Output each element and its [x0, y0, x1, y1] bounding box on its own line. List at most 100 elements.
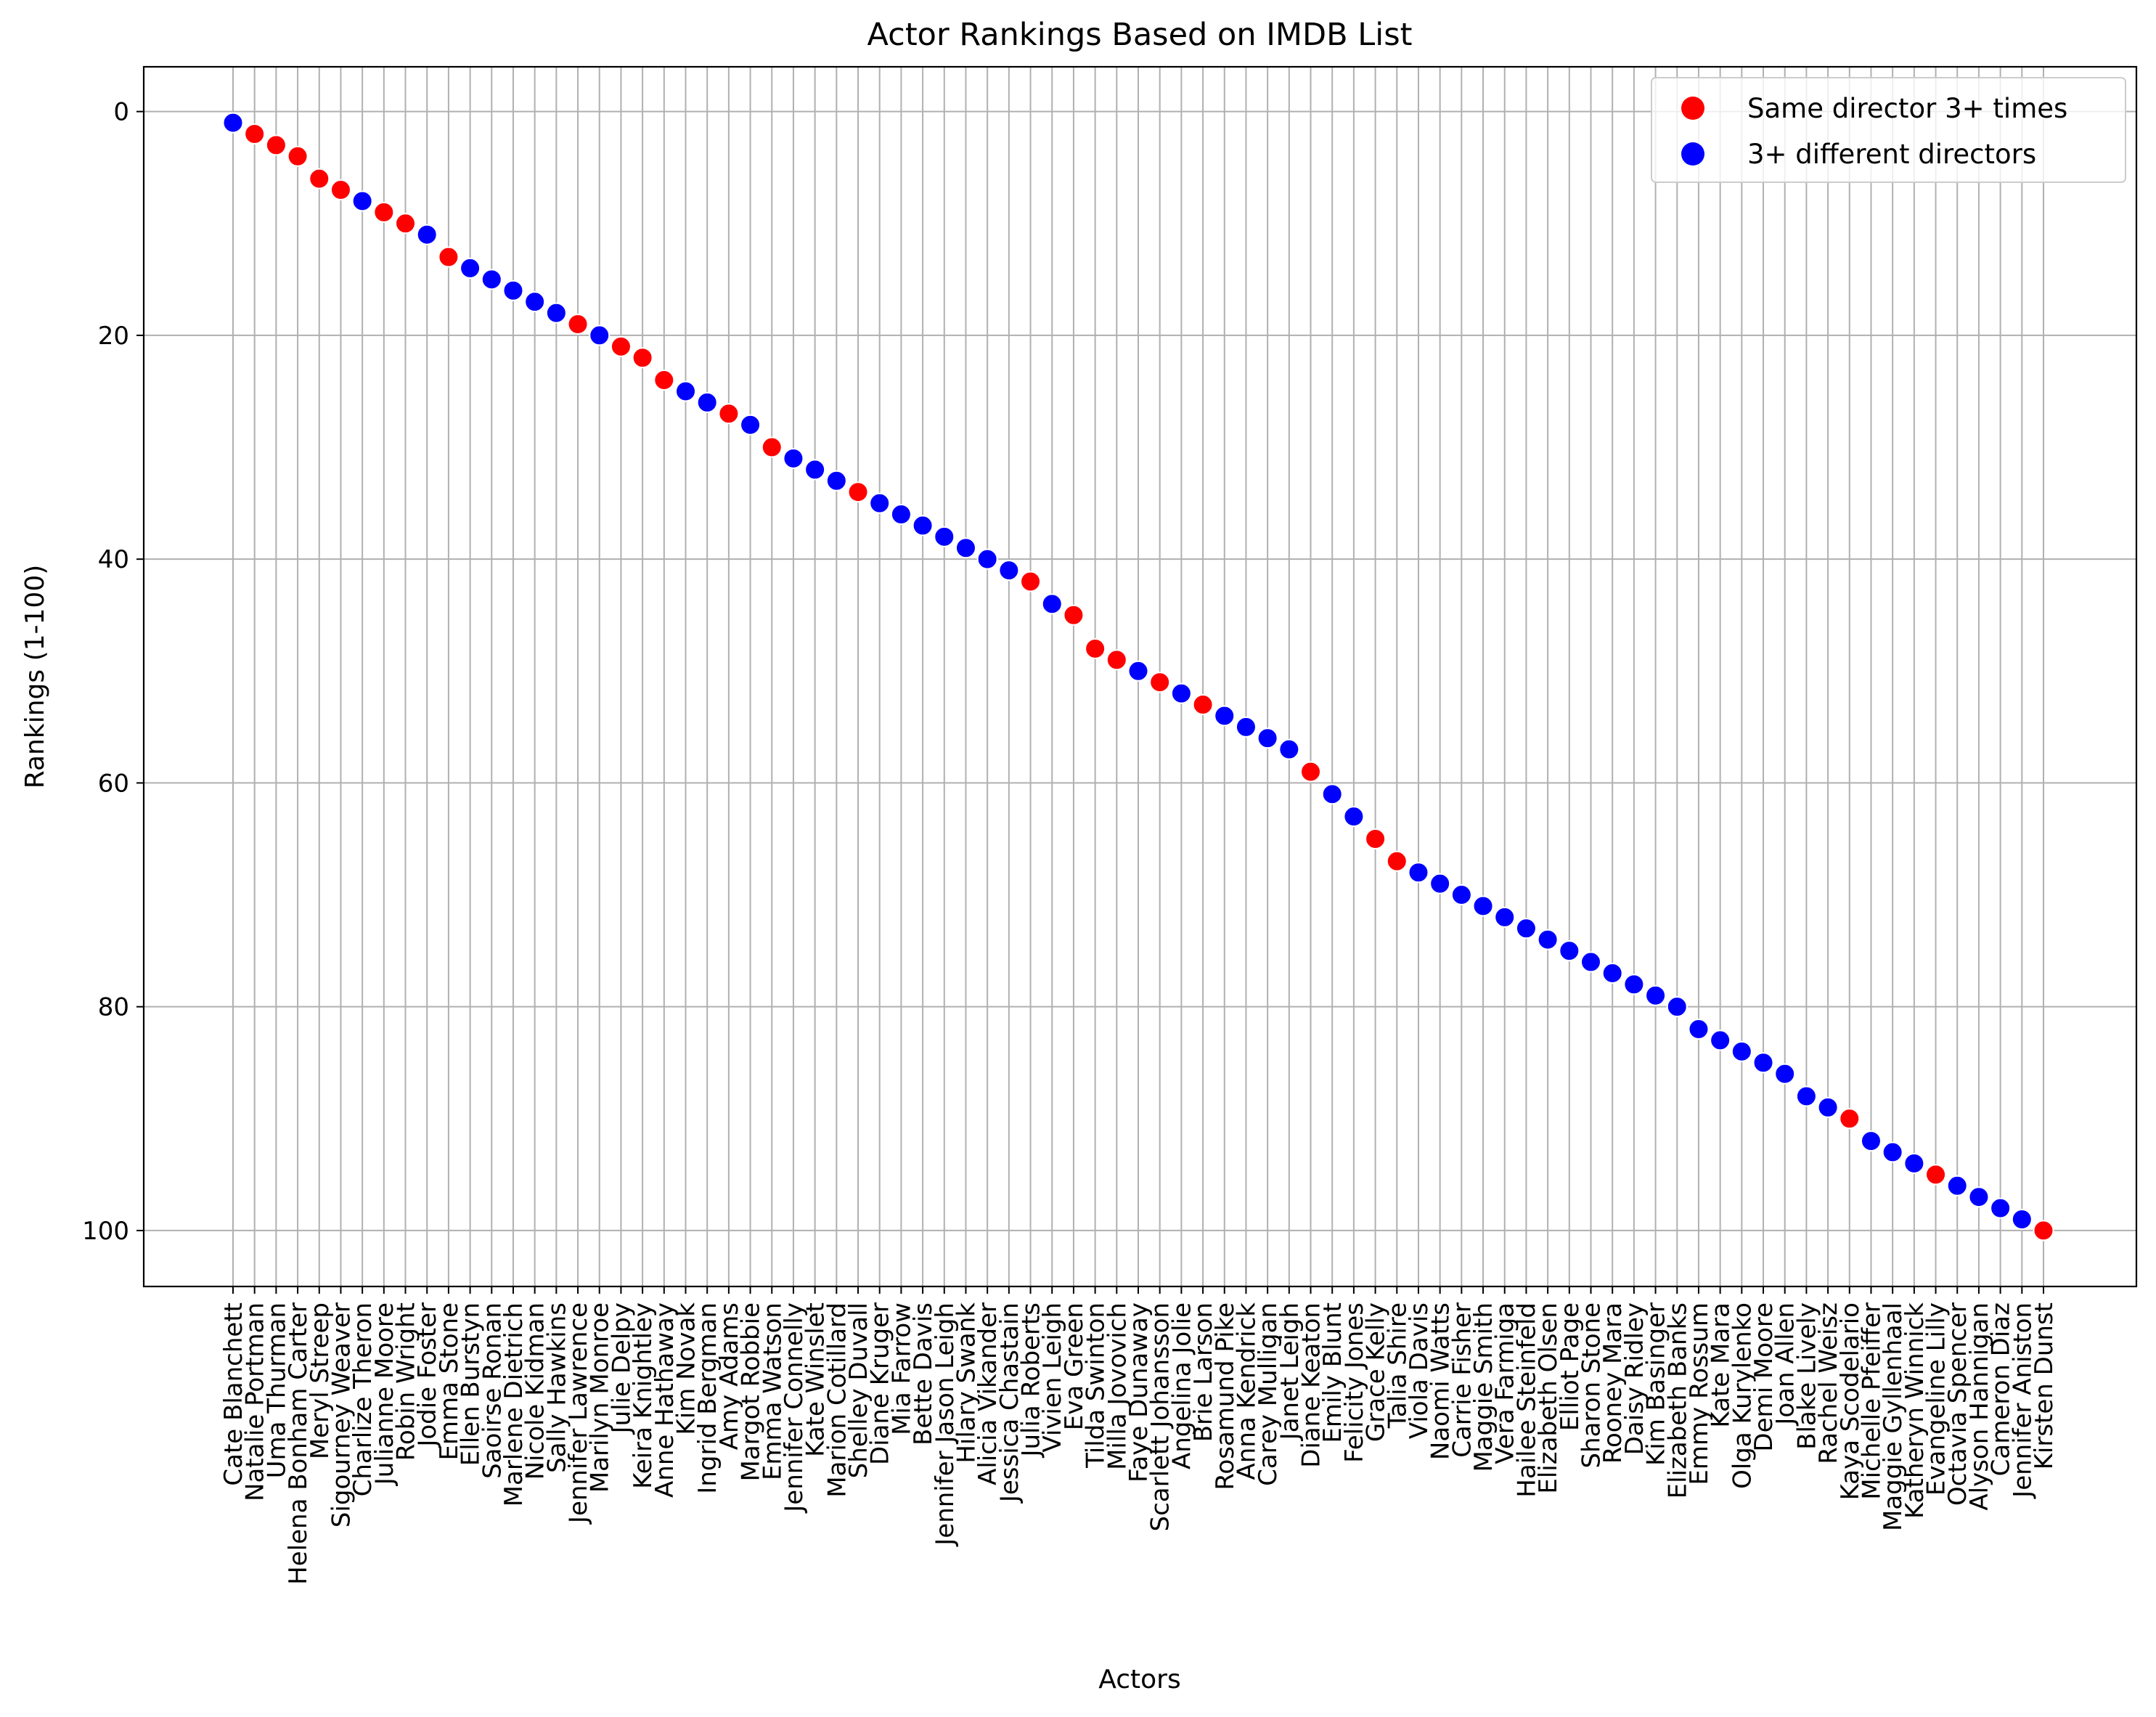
x-tick-label: Janet Leigh [1275, 1302, 1304, 1441]
x-tick-label: Kate Mara [1707, 1302, 1736, 1428]
x-tick-label: Amy Adams [715, 1302, 744, 1450]
data-point [976, 548, 998, 570]
data-point [2011, 1209, 2033, 1231]
data-point [1537, 929, 1559, 950]
data-point [1300, 761, 1322, 783]
x-tick-label: Shelley Duvall [844, 1302, 873, 1478]
data-point [438, 246, 460, 268]
x-tick-label: Demi Moore [1749, 1302, 1779, 1452]
data-point [395, 213, 417, 234]
x-tick-label: Evangeline Lilly [1922, 1302, 1951, 1496]
data-point [1752, 1052, 1774, 1074]
data-point [1645, 984, 1667, 1006]
legend-label-different-directors: 3+ different directors [1747, 139, 2036, 170]
x-axis-title: Actors [1098, 1665, 1180, 1694]
x-tick-label: Kate Winslet [801, 1302, 830, 1457]
data-point [567, 313, 589, 335]
x-tick-label: Katheryn Winnick [1900, 1302, 1930, 1519]
data-points [222, 112, 2054, 1241]
data-point [244, 123, 266, 144]
data-point [1601, 962, 1623, 984]
x-tick-label: Ellen Burstyn [457, 1302, 486, 1466]
y-tick-label: 0 [113, 98, 129, 127]
y-tick-label: 60 [98, 769, 129, 798]
data-point [1257, 727, 1278, 749]
data-point [696, 391, 718, 413]
x-tick-label: Olga Kurylenko [1728, 1302, 1757, 1489]
x-tick-label: Maggie Gyllenhaal [1879, 1302, 1908, 1531]
x-tick-label: Julianne Moore [370, 1302, 399, 1486]
data-point [416, 224, 438, 245]
x-tick-label: Tilda Swinton [1082, 1302, 1111, 1469]
data-point [1472, 895, 1494, 917]
data-point [460, 257, 481, 279]
data-point [718, 403, 740, 425]
x-tick-label: Elizabeth Banks [1663, 1302, 1692, 1498]
data-point [610, 335, 632, 357]
data-point [524, 291, 546, 313]
x-tick-label: Eva Green [1060, 1302, 1089, 1430]
x-tick-label: Marion Cotillard [822, 1302, 852, 1498]
data-point [869, 492, 891, 514]
x-tick-label: Cate Blanchett [219, 1302, 248, 1486]
x-tick-label: Elliot Page [1556, 1302, 1585, 1431]
x-tick-label: Meryl Streep [306, 1302, 335, 1459]
x-tick-label: Hailee Steinfeld [1512, 1302, 1541, 1498]
data-point [1408, 862, 1429, 884]
data-point [589, 325, 611, 346]
data-point [1990, 1197, 2012, 1219]
data-point [675, 380, 696, 402]
data-point [1882, 1141, 1903, 1163]
y-tick-label: 40 [98, 545, 129, 574]
data-point [351, 190, 373, 212]
data-point [934, 526, 955, 547]
x-tick-label: Carrie Fisher [1447, 1302, 1477, 1458]
x-tick-label: Cameron Diaz [1987, 1302, 2016, 1476]
data-point [1278, 738, 1300, 760]
y-tick-label: 80 [98, 993, 129, 1022]
data-point [1688, 1019, 1710, 1040]
x-tick-label: Anne Hathaway [650, 1302, 679, 1498]
x-tick-label: Diane Kruger [866, 1302, 895, 1465]
data-point [761, 436, 783, 458]
data-point [1710, 1029, 1731, 1051]
x-tick-label: Emily Blunt [1318, 1302, 1347, 1443]
x-tick-label: Rachel Weisz [1814, 1302, 1843, 1464]
data-point [1106, 649, 1127, 671]
x-tick-label: Jennifer Jason Leigh [931, 1302, 960, 1547]
data-point [955, 537, 976, 559]
x-tick-label: Felicity Jones [1340, 1302, 1369, 1463]
data-point [1214, 705, 1236, 727]
data-point [783, 447, 804, 469]
x-tick-label: Jessica Chastain [995, 1302, 1024, 1504]
data-point [1365, 828, 1387, 849]
x-tick-label: Saoirse Ronan [478, 1302, 507, 1479]
y-axis: 0 20 40 60 80 100 [82, 98, 144, 1246]
data-point [1946, 1175, 1968, 1196]
x-tick-label: Jennifer Lawrence [564, 1302, 593, 1525]
chart-title: Actor Rankings Based on IMDB List [867, 17, 1413, 53]
x-tick-label: Julie Delpy [607, 1302, 636, 1435]
data-point [1450, 884, 1472, 906]
data-point [1020, 571, 1042, 592]
data-point [1429, 873, 1451, 894]
y-tick-label: 100 [82, 1217, 129, 1246]
x-tick-label: Jennifer Connelly [780, 1302, 809, 1514]
x-tick-label: Nicole Kidman [521, 1302, 550, 1480]
x-tick-label: Milla Jovovich [1103, 1302, 1132, 1470]
x-tick-label: Julia Roberts [1017, 1302, 1046, 1459]
data-point [1666, 996, 1688, 1018]
x-tick-label: Marlene Dietrich [499, 1302, 528, 1506]
x-tick-label: Emma Stone [435, 1302, 464, 1461]
x-tick-label: Kim Novak [672, 1302, 701, 1435]
data-point [1063, 604, 1085, 626]
x-tick-label: Kaya Scodelario [1836, 1302, 1865, 1500]
x-tick-label: Diane Keaton [1297, 1302, 1326, 1468]
x-tick-label: Rooney Mara [1598, 1302, 1628, 1464]
data-point [653, 370, 675, 391]
data-point [481, 269, 502, 290]
x-tick-label: Kim Basinger [1642, 1302, 1671, 1466]
